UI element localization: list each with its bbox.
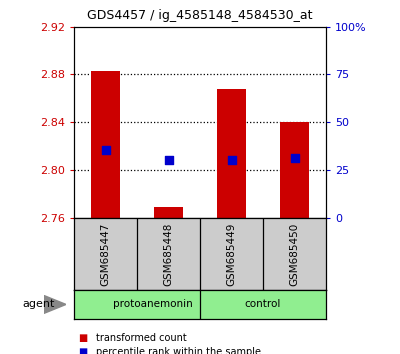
Bar: [217, 89, 246, 218]
Point: [291, 155, 298, 161]
Text: control: control: [245, 299, 281, 309]
Text: GSM685450: GSM685450: [290, 222, 300, 286]
Polygon shape: [44, 296, 66, 313]
Text: GDS4457 / ig_4585148_4584530_at: GDS4457 / ig_4585148_4584530_at: [87, 9, 313, 22]
Text: GSM685447: GSM685447: [100, 222, 110, 286]
Bar: [280, 122, 309, 218]
Text: agent: agent: [22, 299, 54, 309]
Text: GSM685449: GSM685449: [226, 222, 236, 286]
Point: [228, 158, 235, 163]
Point: [102, 147, 109, 153]
Bar: [91, 71, 120, 218]
Point: [165, 158, 172, 163]
Text: ■: ■: [78, 333, 87, 343]
Text: percentile rank within the sample: percentile rank within the sample: [96, 347, 261, 354]
Text: protoanemonin: protoanemonin: [113, 299, 193, 309]
Text: ■: ■: [78, 347, 87, 354]
Bar: [154, 207, 183, 218]
Text: transformed count: transformed count: [96, 333, 187, 343]
Text: GSM685448: GSM685448: [164, 222, 174, 286]
